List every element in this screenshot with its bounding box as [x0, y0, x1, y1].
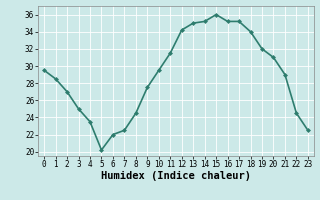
- X-axis label: Humidex (Indice chaleur): Humidex (Indice chaleur): [101, 171, 251, 181]
